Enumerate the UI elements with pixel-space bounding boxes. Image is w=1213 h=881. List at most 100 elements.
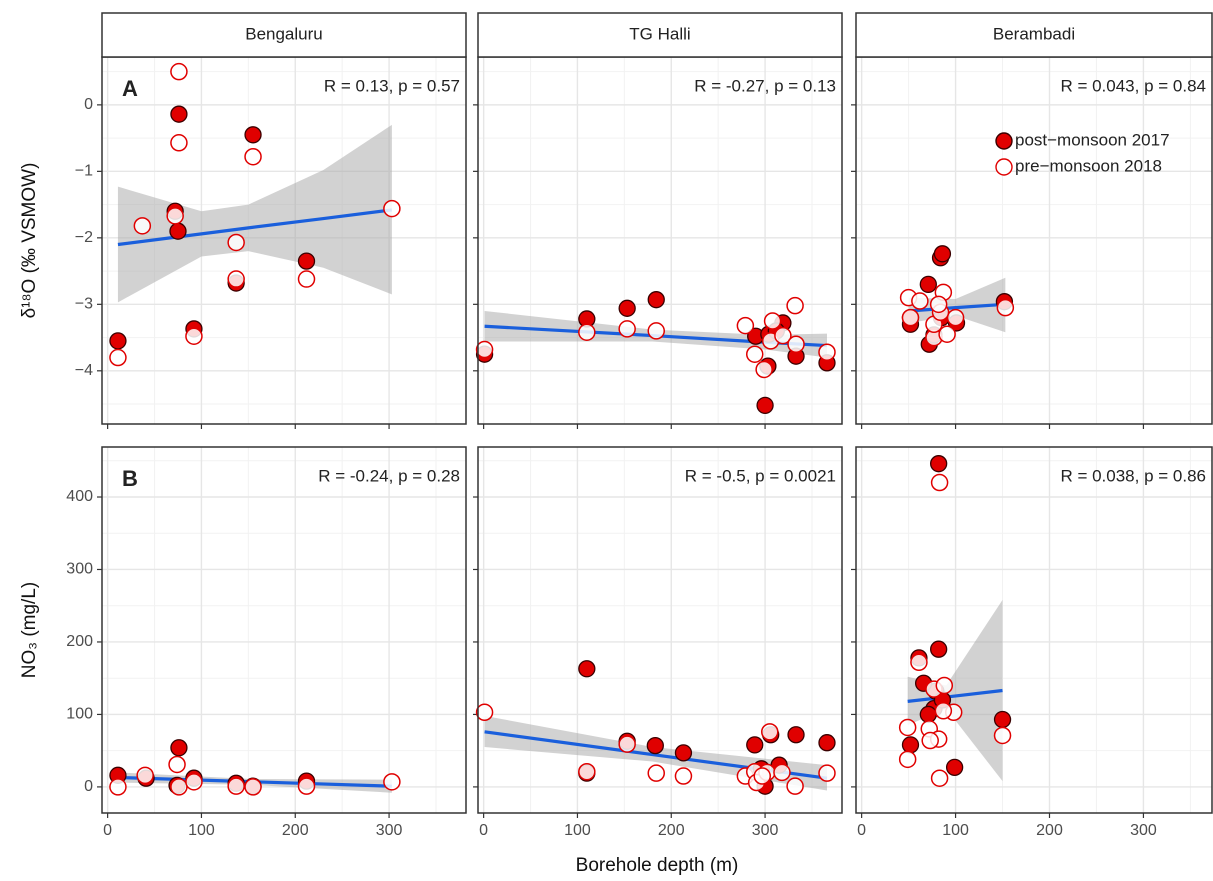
data-point <box>911 292 929 310</box>
data-point <box>787 726 805 744</box>
x-tick-label: 100 <box>942 822 969 839</box>
data-point <box>647 322 665 340</box>
data-point <box>244 126 262 144</box>
data-point <box>170 778 188 796</box>
data-point <box>993 726 1012 745</box>
legend-marker <box>995 158 1013 176</box>
data-point <box>933 245 952 263</box>
x-tick-label: 200 <box>658 822 685 839</box>
data-point <box>185 327 203 345</box>
data-point <box>383 773 401 791</box>
panel-background <box>102 447 466 813</box>
x-tick-label: 300 <box>376 822 403 839</box>
data-point <box>786 296 804 315</box>
y-tick-label: −4 <box>75 362 93 379</box>
confidence-band <box>117 124 392 303</box>
data-point <box>910 653 928 672</box>
y-tick-label: 0 <box>84 96 93 113</box>
panel-border <box>477 446 843 814</box>
x-tick-label: 300 <box>752 822 779 839</box>
data-point <box>227 233 245 252</box>
data-point <box>170 105 188 123</box>
data-point <box>168 755 186 774</box>
legend-marker <box>995 132 1013 150</box>
panel-border <box>101 446 467 814</box>
facet-strip <box>477 12 843 58</box>
legend-label: pre−monsoon 2018 <box>1015 156 1162 175</box>
data-point <box>109 332 127 350</box>
data-point <box>934 702 953 720</box>
y-tick-label: 100 <box>66 706 93 723</box>
data-point <box>170 134 188 152</box>
x-axis-title: Borehole depth (m) <box>576 855 739 876</box>
data-point <box>930 769 949 787</box>
data-point <box>946 308 965 327</box>
stat-annotation: R = 0.043, p = 0.84 <box>1060 76 1206 95</box>
y-tick-label: 200 <box>66 633 93 650</box>
stat-annotation: R = -0.27, p = 0.13 <box>694 76 836 95</box>
x-tick-label: 0 <box>857 822 866 839</box>
data-point <box>930 455 948 473</box>
data-point <box>169 222 187 240</box>
data-point <box>945 758 964 776</box>
x-tick-label: 100 <box>188 822 215 839</box>
data-point <box>674 744 693 762</box>
panel-background <box>478 57 842 424</box>
data-point <box>753 767 772 785</box>
data-point <box>901 308 920 327</box>
data-point <box>938 325 956 343</box>
data-point <box>166 207 184 225</box>
y-tick-label: 300 <box>66 561 93 578</box>
data-point <box>756 396 774 415</box>
stat-annotation: R = 0.13, p = 0.57 <box>324 76 460 95</box>
y-axis-title: NO₃ (mg/L) <box>19 582 40 678</box>
data-point <box>297 252 316 270</box>
data-point <box>773 763 791 782</box>
data-point <box>109 778 127 796</box>
data-point <box>736 316 755 335</box>
x-tick-label: 0 <box>103 822 112 839</box>
data-point <box>818 764 836 782</box>
data-point <box>244 778 262 796</box>
data-point <box>618 320 636 338</box>
y-tick-label: 400 <box>66 488 93 505</box>
data-point <box>618 299 636 317</box>
data-point <box>475 340 494 359</box>
panel-background <box>856 57 1212 424</box>
data-point <box>996 298 1015 317</box>
data-point <box>646 736 664 755</box>
x-tick-label: 100 <box>564 822 591 839</box>
panel-border <box>855 446 1213 814</box>
data-point <box>578 762 596 781</box>
stat-annotation: R = -0.24, p = 0.28 <box>318 466 460 485</box>
data-point <box>919 705 937 724</box>
data-point <box>647 764 665 782</box>
confidence-band <box>907 599 1003 782</box>
x-tick-label: 0 <box>479 822 488 839</box>
data-point <box>763 312 782 330</box>
data-point <box>993 710 1012 729</box>
data-point <box>755 360 773 379</box>
data-point <box>109 348 127 367</box>
data-point <box>227 270 245 288</box>
y-tick-label: −1 <box>75 163 93 180</box>
data-point <box>383 199 401 218</box>
data-point <box>898 718 917 737</box>
data-point <box>898 750 917 769</box>
data-point <box>297 777 316 795</box>
data-point <box>133 217 152 235</box>
legend-label: post−monsoon 2017 <box>1015 130 1170 149</box>
data-point <box>746 736 764 754</box>
panel-label: B <box>122 466 138 491</box>
panel-label: A <box>122 76 138 101</box>
x-tick-label: 200 <box>1036 822 1063 839</box>
data-point <box>818 734 836 752</box>
data-point <box>227 777 245 795</box>
x-tick-label: 300 <box>1130 822 1157 839</box>
data-point <box>475 703 494 722</box>
data-point <box>578 323 596 341</box>
data-point <box>935 676 954 695</box>
data-point <box>930 473 949 492</box>
data-point <box>185 773 203 791</box>
stat-annotation: R = 0.038, p = 0.86 <box>1060 466 1206 485</box>
